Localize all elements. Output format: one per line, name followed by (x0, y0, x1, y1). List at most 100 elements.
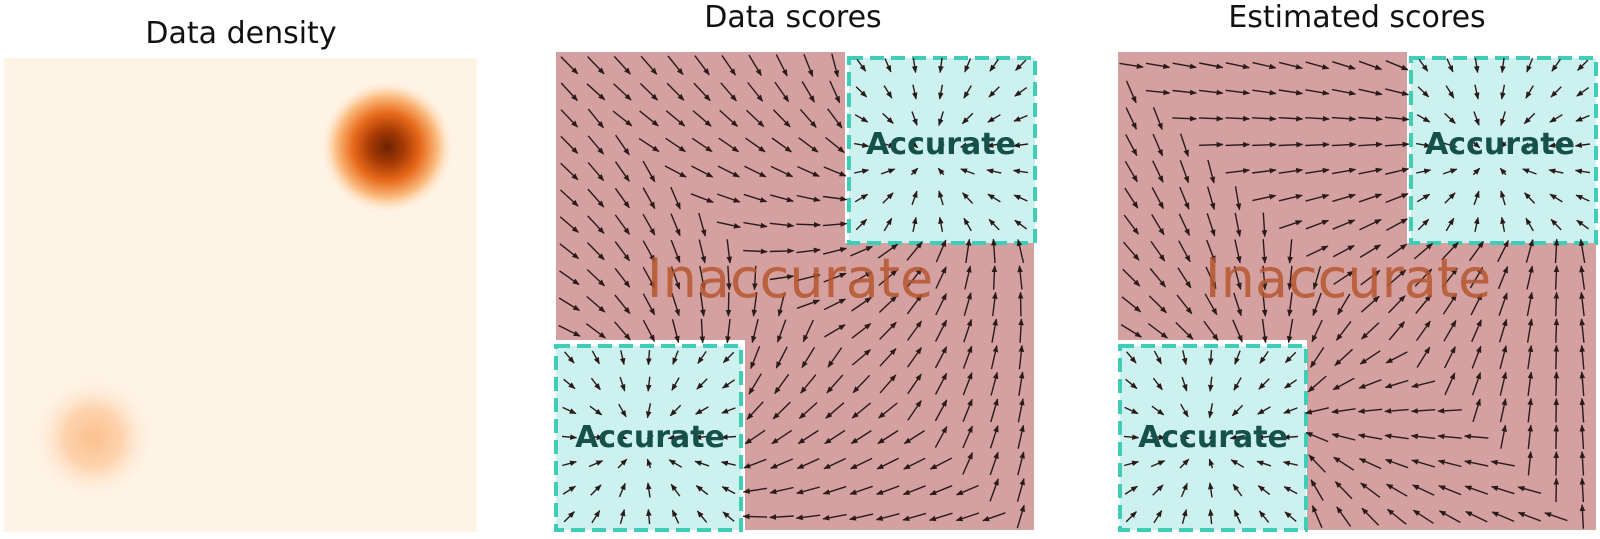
score-arrow (1499, 141, 1507, 149)
score-arrow (879, 321, 897, 340)
score-arrow (743, 458, 767, 469)
score-arrow (989, 58, 999, 72)
score-arrow (1153, 350, 1162, 365)
score-arrow (1335, 320, 1352, 341)
score-arrow (1181, 350, 1188, 366)
score-arrow (1437, 459, 1462, 468)
score-arrow (1152, 160, 1164, 183)
score-arrow (1358, 167, 1383, 175)
score-arrow (1526, 265, 1534, 290)
score-arrow (560, 56, 579, 75)
score-arrow (1125, 107, 1138, 130)
score-arrow (769, 486, 794, 495)
score-arrow (1305, 61, 1330, 70)
score-arrow (1305, 115, 1330, 122)
score-arrow (988, 86, 1000, 98)
score-arrow (1312, 266, 1322, 290)
score-arrow (1151, 405, 1165, 416)
score-arrow (1252, 141, 1277, 148)
score-arrow (1527, 344, 1534, 370)
score-arrow (934, 319, 948, 342)
score-arrow (698, 239, 707, 264)
score-arrow (748, 54, 762, 77)
score-arrow (1013, 114, 1028, 122)
score-arrow (671, 509, 680, 524)
score-arrow (1465, 510, 1488, 523)
score-arrow (721, 55, 736, 76)
score-arrow (1013, 194, 1028, 202)
score-arrow (854, 142, 870, 148)
score-arrow (991, 265, 998, 290)
score-arrow (1334, 348, 1353, 367)
score-arrow (693, 82, 711, 102)
score-arrow (903, 457, 926, 470)
score-arrow (796, 299, 821, 309)
score-arrow (1172, 115, 1197, 122)
score-arrow (716, 221, 741, 229)
score-arrow (823, 247, 848, 255)
score-arrow (668, 459, 683, 468)
score-arrow (1579, 318, 1585, 343)
score-arrow (772, 109, 791, 128)
score-arrow (1145, 89, 1171, 96)
score-arrow (614, 321, 631, 341)
score-arrow (929, 485, 953, 496)
score-arrow (1358, 60, 1383, 70)
score-arrow (1016, 478, 1025, 502)
score-arrow (590, 484, 602, 496)
score-arrow (822, 485, 847, 495)
score-arrow (671, 292, 680, 317)
accurate-label-top: Accurate (866, 127, 1016, 162)
score-arrow (1181, 376, 1188, 392)
score-arrow (1305, 431, 1329, 443)
score-arrow (1261, 265, 1268, 291)
score-arrow (665, 110, 686, 127)
score-arrow (642, 160, 656, 183)
score-arrow (560, 189, 579, 207)
score-arrow (1525, 217, 1534, 232)
score-arrow (880, 168, 896, 175)
score-arrow (1579, 397, 1586, 423)
score-arrow (1225, 141, 1251, 148)
score-arrow (1442, 168, 1458, 175)
score-arrow (1443, 346, 1456, 369)
score-arrow (1252, 89, 1277, 96)
score-arrow (720, 460, 736, 467)
score-arrow (1553, 451, 1560, 476)
score-arrow (851, 349, 872, 366)
score-arrow (751, 292, 758, 317)
score-arrow (563, 511, 575, 523)
score-arrow (614, 161, 630, 182)
score-arrow (801, 346, 816, 369)
score-arrow (670, 186, 681, 210)
score-arrow (1471, 371, 1482, 396)
score-arrow (558, 297, 581, 312)
score-arrow (1358, 379, 1382, 389)
score-arrow (827, 108, 843, 129)
score-arrow (1259, 351, 1269, 364)
score-arrow (642, 319, 656, 343)
score-arrow (883, 217, 893, 232)
score-arrow (613, 55, 631, 75)
score-arrow (1018, 371, 1025, 396)
score-arrow (986, 142, 1002, 148)
score-arrow (965, 238, 972, 264)
score-arrow (588, 460, 604, 468)
score-arrow (1308, 454, 1326, 473)
estimated-scores-panel-title: Estimated scores (1228, 0, 1486, 35)
score-arrow (1526, 291, 1534, 317)
score-arrow (850, 430, 872, 445)
score-arrow (962, 452, 974, 475)
score-arrow (1574, 142, 1591, 148)
score-arrow (1261, 212, 1268, 238)
score-arrow (1018, 344, 1025, 370)
score-arrow (1386, 243, 1408, 259)
score-arrow (1468, 240, 1485, 262)
score-arrow (937, 141, 945, 149)
score-arrow (615, 134, 630, 156)
score-arrow (562, 485, 576, 495)
score-arrow (928, 512, 953, 522)
score-arrow (1261, 292, 1268, 317)
score-arrow (801, 81, 816, 103)
score-arrow (1416, 168, 1432, 175)
